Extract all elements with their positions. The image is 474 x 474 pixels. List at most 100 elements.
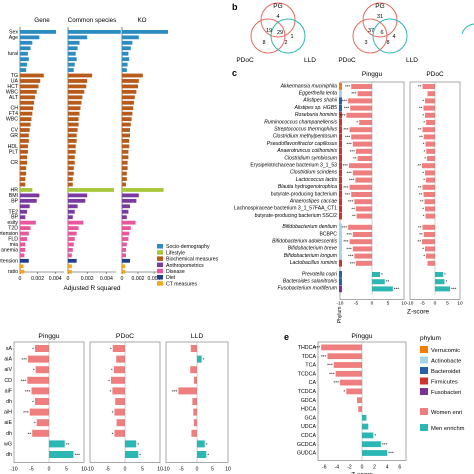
phylum-strip-cell (339, 183, 342, 191)
tick-label: 0 (434, 301, 437, 307)
bar (68, 51, 76, 56)
venn-circle-pdoc (250, 18, 286, 54)
bar (122, 237, 129, 241)
bar (20, 62, 28, 67)
bar (351, 192, 372, 197)
tick-label: -10 (337, 301, 344, 307)
legend-swatch (157, 244, 163, 249)
bar (20, 51, 28, 56)
bar (20, 111, 33, 116)
significance-label: * (381, 272, 383, 277)
legend-swatch (157, 281, 163, 286)
bar (31, 387, 49, 395)
tick-label: -4 (335, 464, 340, 470)
bar (68, 193, 88, 198)
bar (346, 388, 362, 395)
bar (68, 182, 73, 187)
bar (49, 440, 65, 448)
bar (20, 264, 24, 269)
legend-swatch (420, 356, 428, 364)
legend-label: Disease (166, 269, 185, 275)
bar (68, 57, 77, 62)
significance-label: *** (333, 380, 339, 386)
tick-label: 5 (141, 467, 144, 473)
significance-label: * (423, 178, 425, 183)
tick-label: 0.004 (148, 276, 161, 282)
species-label: butyrate-producing bacterium SSC/2 (255, 213, 338, 219)
significance-label: * (32, 400, 34, 406)
phylum-strip-cell (339, 245, 342, 253)
bar (29, 408, 49, 416)
bar (354, 253, 372, 259)
row-label: CR (11, 160, 19, 166)
tick-label: -5 (105, 467, 110, 473)
bar (427, 260, 435, 266)
bar (349, 127, 372, 133)
legend-label: Men enrichm (431, 426, 465, 432)
significance-label: * (139, 453, 141, 459)
bar (20, 204, 30, 209)
row-label: CV (11, 128, 19, 134)
bar (116, 355, 125, 363)
bar (68, 144, 76, 149)
significance-label: *** (342, 225, 348, 230)
species-label: butyrate-producing bacterium (271, 191, 337, 197)
legend-label: Lifestyle (166, 250, 185, 256)
significance-label: * (203, 357, 205, 363)
bar (68, 68, 74, 72)
bar (68, 40, 80, 45)
bar (68, 166, 74, 171)
bar (423, 232, 435, 237)
significance-label: *** (345, 192, 351, 197)
bar (68, 128, 78, 132)
row-label: aiF (5, 388, 13, 394)
species-label: Bifidobacterium breve (288, 246, 337, 252)
bar (20, 209, 28, 214)
significance-label: *** (343, 163, 349, 168)
phylum-strip-cell (339, 126, 342, 133)
significance-label: *** (343, 127, 349, 132)
bar (122, 144, 130, 149)
bar (68, 133, 77, 138)
tick-label: 10 (81, 467, 87, 473)
phylum-strip-cell (339, 212, 342, 220)
panel-a: Gene Common species KOSexAgeturalTGUAHCTWB… (0, 17, 219, 292)
bar (68, 242, 74, 247)
bar (122, 122, 131, 127)
bar (348, 98, 372, 104)
tick-label: -5 (179, 467, 184, 473)
bar (20, 46, 31, 51)
bar (20, 95, 35, 100)
phylum-strip-cell (339, 191, 342, 198)
row-label: UDCA (301, 424, 316, 430)
bar (422, 239, 435, 245)
bar (122, 226, 131, 230)
bar (122, 111, 133, 116)
bar (372, 272, 380, 277)
significance-label: ** (418, 84, 422, 89)
bar (20, 128, 30, 132)
row-label: BP (11, 215, 18, 221)
bar (68, 258, 77, 263)
legend-swatch (420, 408, 428, 415)
tick-label: 0 (124, 467, 127, 473)
bar (20, 269, 25, 274)
tick-label: 0 (121, 276, 124, 282)
venn-count: 6 (380, 30, 383, 36)
significance-label: ** (352, 214, 356, 219)
species-label: Prevotella copri (302, 271, 338, 277)
tick-label: 10 (157, 467, 163, 473)
tick-label: 0.004 (100, 276, 113, 282)
significance-label: *** (382, 442, 388, 448)
bar (122, 68, 127, 72)
bar (20, 193, 40, 198)
bar (122, 84, 138, 89)
venn-count: 4 (392, 34, 395, 40)
phylum-strip-cell (339, 238, 342, 245)
significance-label: *** (346, 170, 352, 175)
species-label: Lactococcus lactis (296, 177, 338, 183)
row-label: CH (11, 106, 19, 112)
col-title: Pinggu (351, 333, 372, 340)
bar (68, 106, 81, 111)
